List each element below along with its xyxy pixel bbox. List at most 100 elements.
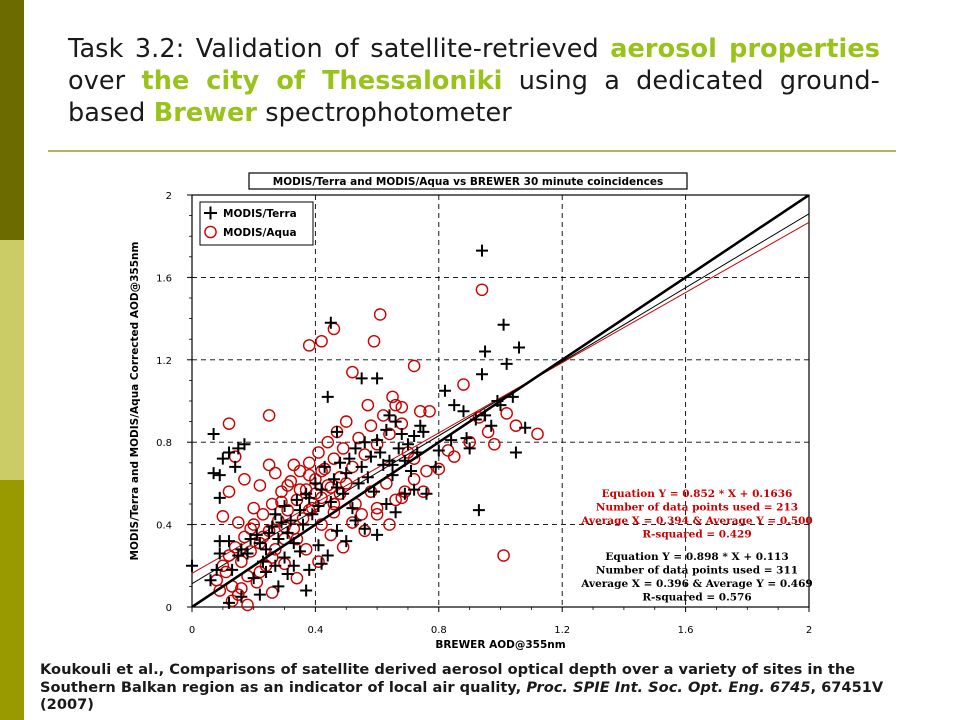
aqua-point [383, 518, 396, 531]
terra-point [226, 563, 239, 576]
legend-terra-marker [204, 206, 217, 220]
terra-point [232, 549, 245, 562]
terra-point [207, 427, 220, 440]
aqua-point [247, 518, 260, 531]
aqua-point [423, 404, 436, 418]
terra-point [340, 535, 353, 548]
terra-point [275, 516, 288, 529]
terra-stats-line: Number of data points used = 311 [596, 565, 798, 577]
aqua-point [238, 472, 251, 486]
terra-point [278, 500, 291, 513]
aqua-point [367, 334, 381, 348]
aqua-point [413, 404, 427, 418]
terra-point [293, 545, 306, 558]
terra-point [472, 504, 485, 517]
aqua-point [238, 530, 251, 544]
title-highlight-brewer: Brewer [153, 98, 258, 128]
x-tick-label: 2 [806, 625, 812, 636]
aqua-point [488, 437, 501, 451]
terra-point [380, 423, 393, 436]
aqua-point [302, 468, 316, 482]
terra-point [321, 390, 334, 403]
slide-title: Task 3.2: Validation of satellite-retrie… [68, 33, 880, 129]
terra-point [272, 533, 285, 546]
terra-point [213, 547, 226, 560]
terra-point [485, 419, 498, 432]
terra-point [358, 436, 371, 449]
terra-point [330, 524, 343, 537]
terra-point [340, 467, 353, 480]
sidebar-decoration [0, 0, 24, 720]
terra-point [287, 559, 300, 572]
terra-point [210, 563, 223, 576]
terra-point [383, 409, 396, 422]
aqua-point [509, 419, 523, 433]
terra-point [346, 502, 359, 515]
citation-authors: Koukouli et al. [40, 661, 159, 678]
terra-point [290, 493, 303, 506]
terra-point [392, 442, 405, 455]
aqua-point [247, 501, 260, 515]
terra-point [500, 357, 513, 370]
aqua-point [358, 448, 372, 461]
terra-stats-line: R-squared = 0.576 [642, 592, 751, 604]
title-part-4: spectrophotometer [257, 98, 512, 128]
terra-point [269, 559, 282, 572]
terra-point [241, 547, 254, 560]
aqua-stats-line: R-squared = 0.429 [642, 529, 751, 541]
terra-point [284, 514, 297, 527]
aqua-point [407, 359, 421, 373]
aqua-stats-line: Equation Y = 0.852 * X + 0.1636 [602, 488, 793, 500]
citation-journal: Proc. SPIE Int. Soc. Opt. Eng. 6745 [526, 678, 811, 696]
aqua-point [216, 510, 230, 523]
x-tick-label: 0.4 [307, 625, 323, 636]
y-tick-label: 2 [166, 191, 172, 202]
aqua-point [336, 442, 350, 455]
terra-point [343, 452, 356, 465]
terra-point [405, 465, 418, 478]
sidebar-segment-light [0, 240, 24, 480]
terra-point [250, 528, 263, 541]
x-tick-label: 1.2 [554, 625, 570, 636]
aqua-point [395, 400, 409, 414]
terra-point [457, 405, 470, 418]
aqua-stats-line: Number of data points used = 213 [596, 502, 798, 514]
title-highlight-city: the city of Thessaloniki [141, 66, 503, 96]
y-tick-label: 0 [166, 603, 172, 614]
terra-point [371, 372, 384, 385]
terra-point [460, 432, 473, 445]
terra-point [272, 580, 285, 593]
y-tick-label: 0.8 [156, 438, 172, 449]
aqua-point [475, 283, 489, 297]
aqua-point [275, 485, 288, 498]
aqua-point [395, 491, 409, 505]
aqua-point [302, 456, 316, 470]
terra-point [232, 442, 245, 455]
terra-point [429, 460, 442, 473]
aqua-point [346, 365, 359, 379]
citation-text: , Comparisons of satellite derived aeros… [40, 661, 856, 696]
aqua-point [225, 594, 239, 608]
terra-point [213, 491, 226, 504]
aqua-point [315, 464, 328, 478]
terra-point [278, 551, 291, 564]
aqua-point [370, 501, 384, 515]
one-to-one-line-overlay [192, 195, 809, 607]
aqua-point [373, 308, 387, 321]
title-part-1: Task 3.2: Validation of satellite-retrie… [68, 34, 611, 64]
terra-point [253, 588, 266, 601]
terra-point [395, 427, 408, 440]
terra-point [312, 500, 325, 513]
aqua-point [346, 516, 359, 529]
aqua-point [284, 475, 298, 488]
terra-point [364, 450, 377, 463]
legend-aqua-label: MODIS/Aqua [223, 227, 297, 239]
aqua-point [281, 479, 294, 492]
terra-point [303, 563, 316, 576]
terra-point [327, 473, 340, 486]
aqua-point [383, 427, 396, 441]
aqua-point [327, 497, 341, 511]
terra-point [223, 535, 236, 548]
terra-point [263, 526, 276, 539]
terra-point [475, 368, 488, 381]
